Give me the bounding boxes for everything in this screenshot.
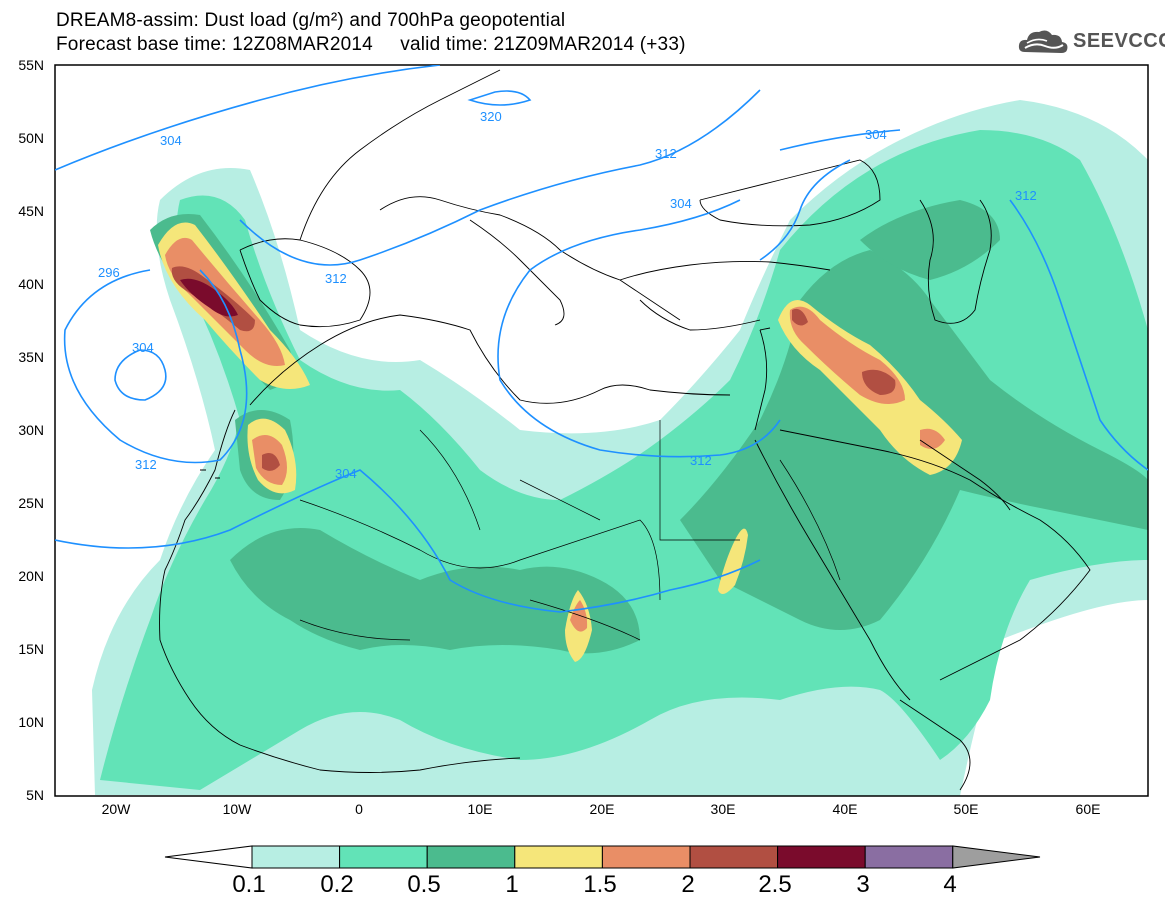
cloud-icon (1018, 30, 1068, 53)
logo-text: SEEVCCC (1073, 29, 1165, 52)
lat-label: 40N (18, 276, 44, 292)
coast-blacksea (699, 159, 881, 227)
coast-africa-west (159, 409, 521, 773)
contour-304-east (759, 129, 901, 261)
lon-label: 60E (1075, 801, 1101, 817)
dust-shade-1 (718, 528, 748, 594)
coast-persian-gulf (919, 439, 1011, 511)
contour-label: 312 (690, 453, 712, 468)
title-line-1: DREAM8-assim: Dust load (g/m²) and 700hP… (56, 10, 566, 31)
coast-caspian (919, 199, 992, 324)
geopotential-contours (55, 65, 1148, 613)
dust-shade-2 (792, 308, 808, 326)
island-canary (200, 469, 220, 479)
lat-label: 20N (18, 568, 44, 584)
dust-shade-0-5 (230, 528, 640, 654)
contour-label: 304 (132, 340, 154, 355)
lat-label: 10N (18, 714, 44, 730)
lon-label: 40E (832, 801, 858, 817)
contour-312-europe (239, 89, 761, 266)
contour-label: 312 (325, 271, 347, 286)
lon-label: 50E (953, 801, 979, 817)
coast-levant (754, 329, 768, 431)
colorbar-label: 0.2 (320, 871, 354, 898)
lat-label: 30N (18, 422, 44, 438)
colorbar-label: 1 (505, 871, 519, 898)
colorbar-arrow-right (952, 845, 1041, 869)
colorbar-label: 1.5 (583, 871, 617, 898)
coast-arabia (779, 429, 1091, 681)
contour-label: 304 (335, 466, 357, 481)
colorbar-swatch (514, 845, 603, 869)
lon-label: 30E (710, 801, 736, 817)
contour-label: 312 (655, 146, 677, 161)
coast-redsea (754, 439, 911, 701)
lat-label: 35N (18, 349, 44, 365)
dust-field (92, 100, 1148, 796)
contour-304-atlantic (63, 269, 248, 464)
contour-label: 296 (98, 265, 120, 280)
colorbar (164, 845, 1041, 869)
lat-label: 45N (18, 203, 44, 219)
lon-label: 10W (222, 801, 252, 817)
coast-horn (899, 699, 971, 791)
contour-304-med (497, 199, 781, 458)
contour-296 (114, 349, 167, 401)
lon-label: 20W (101, 801, 131, 817)
coastlines (159, 69, 1091, 791)
colorbar-swatch (601, 845, 691, 869)
lat-label: 15N (18, 641, 44, 657)
contour-label: 312 (1015, 188, 1037, 203)
colorbar-label: 2 (681, 871, 695, 898)
lon-label: 10E (467, 801, 493, 817)
contour-label: 320 (480, 109, 502, 124)
dust-shade-2 (262, 452, 280, 471)
lon-label: 0 (355, 801, 363, 817)
lat-label: 50N (18, 130, 44, 146)
map-frame (54, 64, 1149, 797)
contour-304-north (55, 65, 441, 171)
dust-shade-1-5 (570, 600, 588, 632)
colorbar-label: 0.1 (232, 871, 266, 898)
coast-africa-north (249, 314, 731, 406)
colorbar-arrow-left (164, 845, 253, 869)
coast-greece-turkey (619, 260, 831, 331)
coast-italy (469, 219, 565, 326)
island-cyprus (759, 327, 771, 331)
logo: SEEVCCC (1017, 26, 1165, 56)
lat-label: 55N (18, 57, 44, 73)
colorbar-swatch (426, 845, 516, 869)
lon-label: 20E (589, 801, 615, 817)
dust-shade-2-5 (180, 278, 238, 317)
border-line (299, 420, 841, 641)
contour-label-group: 304 320 312 304 312 304 312 296 304 312 … (98, 109, 1037, 481)
dust-shade-2 (862, 369, 896, 395)
contour-label: 312 (135, 457, 157, 472)
title-line-2: Forecast base time: 12Z08MAR2014 valid t… (56, 34, 686, 55)
colorbar-swatch (777, 845, 866, 869)
contour-312-sahara (55, 469, 761, 613)
contour-320 (467, 90, 532, 106)
colorbar-label: 0.5 (407, 871, 441, 898)
colorbar-label: 3 (856, 871, 870, 898)
lat-label: 25N (18, 495, 44, 511)
colorbar-label: 4 (943, 871, 957, 898)
contour-label: 304 (670, 196, 692, 211)
contour-312-east (1009, 199, 1148, 471)
colorbar-swatch (339, 845, 428, 869)
contour-label: 304 (160, 133, 182, 148)
colorbar-label: 2.5 (758, 871, 792, 898)
coast-europe (299, 69, 681, 321)
colorbar-swatch (251, 845, 341, 869)
lat-label: 5N (26, 787, 44, 803)
contour-label: 304 (865, 127, 887, 142)
dust-shade-0-5 (860, 200, 1000, 280)
colorbar-swatch (689, 845, 779, 869)
colorbar-swatch (864, 845, 954, 869)
